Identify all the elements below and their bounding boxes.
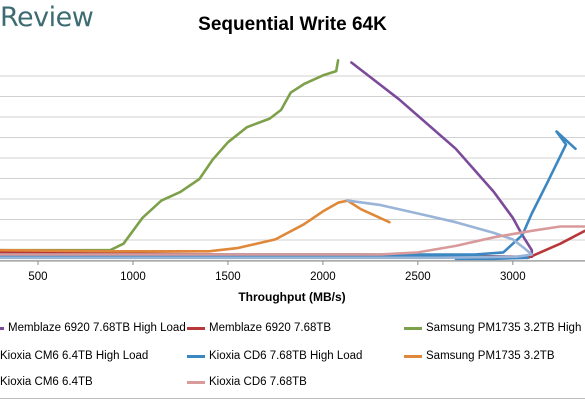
series-line: [0, 61, 534, 258]
series-line: [0, 59, 340, 252]
chart-title: Sequential Write 64K: [198, 14, 387, 35]
series-line: [0, 199, 534, 260]
x-tick-label: 3000: [500, 271, 526, 283]
x-tick-label: 1500: [215, 271, 241, 283]
series-line: [0, 199, 391, 253]
brand-logo-text: Review: [0, 2, 94, 33]
x-tick-label: 2000: [310, 271, 336, 283]
x-tick-label: 2500: [405, 271, 431, 283]
series-line: [0, 225, 585, 256]
x-axis-label: Throughput (MB/s): [238, 290, 345, 304]
series-line: [0, 130, 577, 256]
x-tick-label: 1000: [120, 271, 146, 283]
bottom-divider: [0, 398, 585, 399]
x-tick-label: 500: [28, 271, 47, 283]
